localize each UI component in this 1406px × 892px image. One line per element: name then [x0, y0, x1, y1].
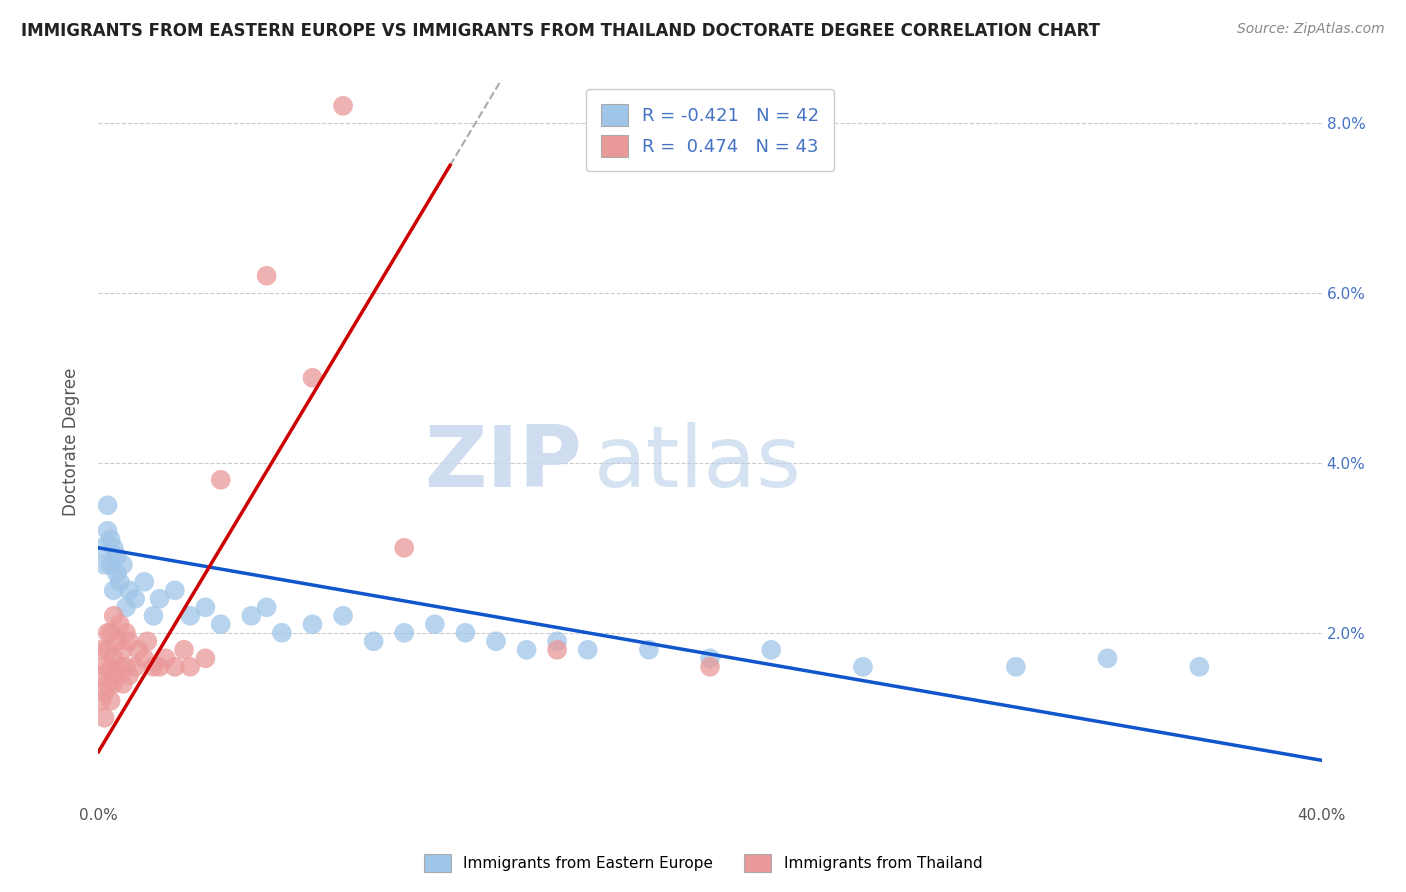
Point [97, 625, 120, 640]
Point [301, 617, 323, 632]
Point [142, 660, 165, 674]
Point [115, 625, 138, 640]
Point [111, 558, 134, 572]
Point [194, 600, 217, 615]
Point [163, 583, 186, 598]
Point [124, 591, 146, 606]
Point [699, 660, 721, 674]
Point [97, 524, 120, 538]
Point [240, 608, 263, 623]
Point [392, 625, 416, 640]
Point [546, 642, 568, 657]
Point [546, 634, 568, 648]
Point [105, 634, 128, 648]
Point [103, 541, 125, 555]
Point [124, 660, 146, 674]
Point [105, 566, 128, 581]
Text: Source: ZipAtlas.com: Source: ZipAtlas.com [1237, 22, 1385, 37]
Point [194, 651, 217, 665]
Point [1188, 660, 1211, 674]
Point [332, 608, 354, 623]
Text: atlas: atlas [593, 422, 801, 505]
Point [179, 608, 201, 623]
Point [136, 634, 159, 648]
Point [759, 642, 782, 657]
Point [100, 533, 122, 547]
Point [134, 651, 156, 665]
Point [111, 642, 134, 657]
Point [173, 642, 195, 657]
Point [103, 677, 125, 691]
Point [576, 642, 599, 657]
Point [423, 617, 446, 632]
Point [127, 642, 149, 657]
Point [97, 498, 120, 512]
Point [108, 617, 131, 632]
Point [93, 558, 115, 572]
Point [97, 677, 120, 691]
Point [100, 694, 122, 708]
Point [149, 660, 172, 674]
Point [118, 583, 141, 598]
Point [108, 660, 131, 674]
Text: ZIP: ZIP [423, 422, 582, 505]
Point [637, 642, 661, 657]
Point [163, 660, 186, 674]
Point [270, 625, 292, 640]
Point [118, 668, 141, 682]
Text: IMMIGRANTS FROM EASTERN EUROPE VS IMMIGRANTS FROM THAILAND DOCTORATE DEGREE CORR: IMMIGRANTS FROM EASTERN EUROPE VS IMMIGR… [21, 22, 1099, 40]
Point [103, 608, 125, 623]
Point [111, 677, 134, 691]
Point [392, 541, 416, 555]
Point [93, 660, 115, 674]
Point [105, 668, 128, 682]
Point [115, 660, 138, 674]
Point [90, 668, 112, 682]
Point [100, 558, 122, 572]
Point [485, 634, 508, 648]
Point [90, 541, 112, 555]
Point [103, 583, 125, 598]
Point [1004, 660, 1026, 674]
Legend: R = -0.421   N = 42, R =  0.474   N = 43: R = -0.421 N = 42, R = 0.474 N = 43 [586, 89, 834, 171]
Point [134, 574, 156, 589]
Point [1097, 651, 1119, 665]
Point [105, 549, 128, 564]
Point [332, 99, 354, 113]
Point [97, 642, 120, 657]
Point [100, 625, 122, 640]
Point [363, 634, 385, 648]
Point [149, 591, 172, 606]
Point [93, 711, 115, 725]
Legend: Immigrants from Eastern Europe, Immigrants from Thailand: Immigrants from Eastern Europe, Immigran… [416, 846, 990, 880]
Point [209, 617, 232, 632]
Point [108, 574, 131, 589]
Point [852, 660, 875, 674]
Point [90, 694, 112, 708]
Point [454, 625, 477, 640]
Point [142, 608, 165, 623]
Point [256, 268, 278, 283]
Point [118, 634, 141, 648]
Point [516, 642, 538, 657]
Point [699, 651, 721, 665]
Point [179, 660, 201, 674]
Point [90, 642, 112, 657]
Point [256, 600, 278, 615]
Point [93, 685, 115, 699]
Point [115, 600, 138, 615]
Point [301, 371, 323, 385]
Y-axis label: Doctorate Degree: Doctorate Degree [62, 368, 80, 516]
Point [103, 651, 125, 665]
Point [209, 473, 232, 487]
Point [100, 660, 122, 674]
Point [155, 651, 177, 665]
